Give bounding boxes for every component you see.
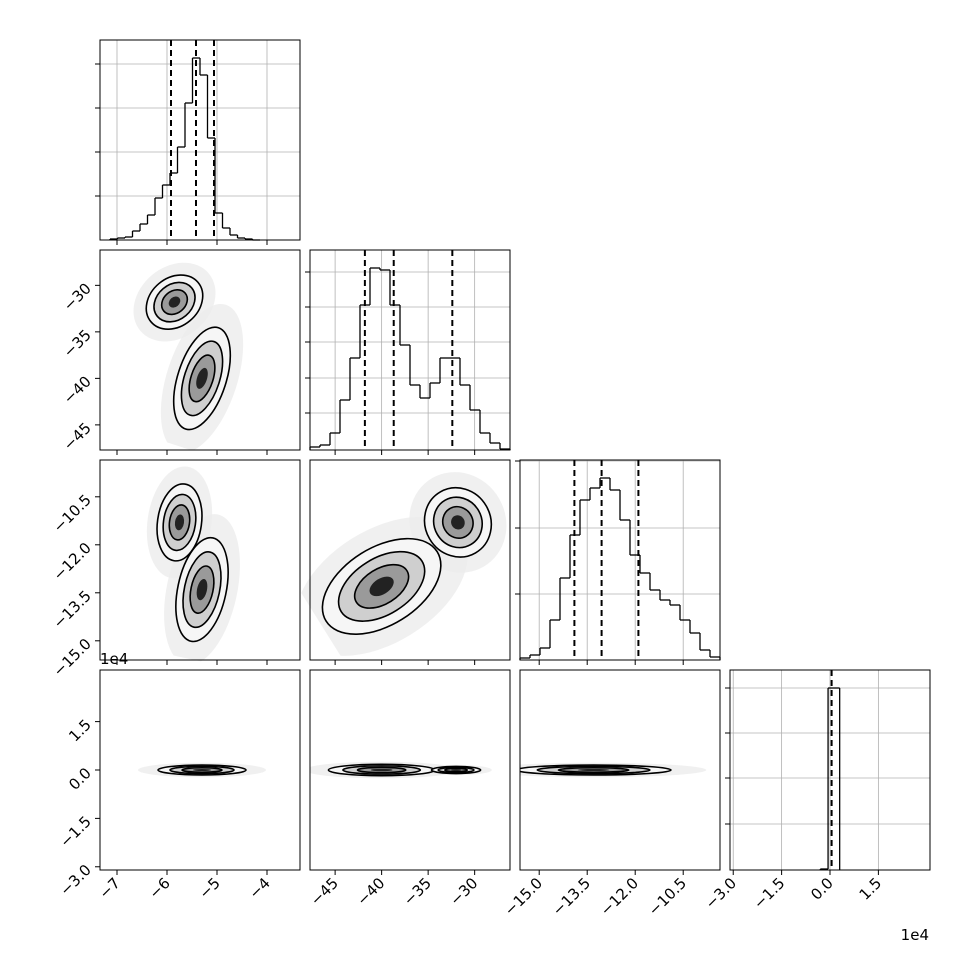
y-tick-label: 1.5: [65, 716, 95, 746]
x-tick-label: −35: [400, 874, 435, 909]
y-tick-label: −35: [60, 326, 95, 361]
x-tick-label: 0.0: [807, 874, 837, 904]
y-tick-label: −40: [60, 372, 95, 407]
y-tick-label: −30: [60, 279, 95, 314]
x-tick-label: −3.0: [702, 874, 740, 912]
density-contour: [369, 576, 394, 597]
x-tick-label: −13.5: [549, 874, 594, 919]
y-tick-label: −12.0: [50, 539, 95, 584]
density-contour: [196, 578, 208, 601]
y-tick-label: −10.5: [50, 491, 95, 536]
panel-frame: [99, 459, 301, 661]
offset-label: 1e4: [901, 926, 929, 944]
density-contour: [196, 367, 208, 389]
y-tick-label: −15.0: [50, 635, 95, 680]
density-contour: [168, 296, 181, 308]
y-tick-label: −45: [60, 419, 95, 454]
density-contour: [451, 769, 462, 771]
x-tick-label: −30: [446, 874, 481, 909]
x-tick-label: −6: [145, 874, 173, 902]
x-tick-label: −10.5: [645, 874, 690, 919]
x-tick-label: −15.0: [501, 874, 546, 919]
y-tick-label: 0.0: [65, 764, 95, 794]
y-tick-label: −1.5: [56, 812, 94, 850]
x-tick-label: −1.5: [750, 874, 788, 912]
density-contour: [451, 515, 465, 530]
x-tick-label: −4: [245, 874, 273, 902]
density-contour: [174, 514, 185, 531]
x-tick-label: −12.0: [597, 874, 642, 919]
y-tick-label: −3.0: [56, 861, 94, 899]
y-tick-label: −13.5: [50, 587, 95, 632]
density-contour: [370, 768, 393, 772]
x-tick-label: −45: [307, 874, 342, 909]
offset-label: 1e4: [100, 650, 128, 668]
panel-frame: [519, 669, 721, 871]
x-tick-label: −40: [353, 874, 388, 909]
x-tick-label: −5: [195, 874, 223, 902]
density-contour: [577, 768, 610, 772]
panel-frame: [309, 459, 511, 661]
x-tick-label: −7: [95, 874, 123, 902]
panel-frame: [309, 249, 511, 451]
panel-frame: [99, 39, 301, 241]
x-tick-label: 1.5: [856, 874, 886, 904]
panel-frame: [519, 459, 721, 661]
panel-frame: [309, 669, 511, 871]
density-contour: [193, 768, 211, 772]
panel-frame: [99, 249, 301, 451]
